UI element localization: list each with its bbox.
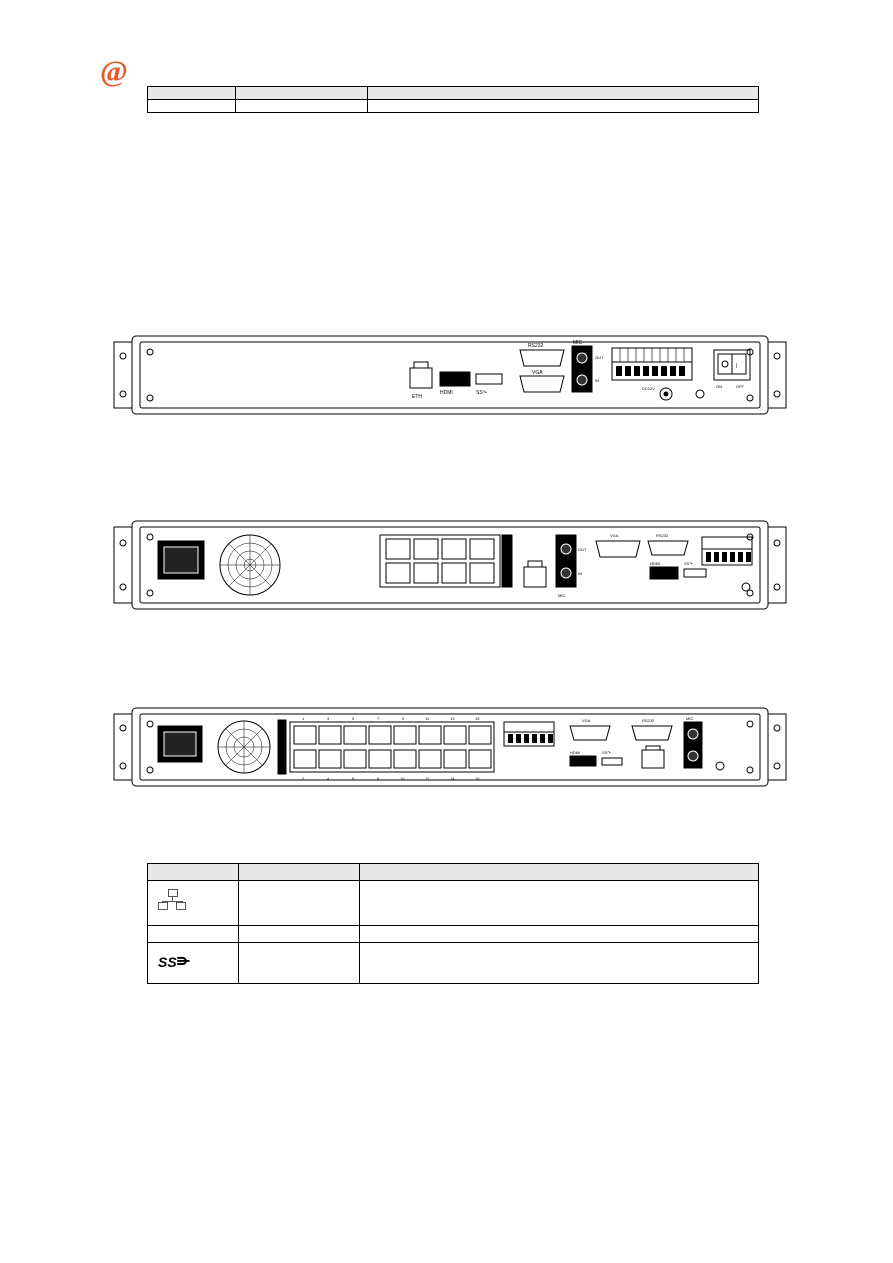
hdr-icon xyxy=(148,87,236,100)
svg-text:9: 9 xyxy=(402,716,405,721)
svg-text:VGA: VGA xyxy=(582,718,591,723)
cell-icon: SS xyxy=(148,942,239,983)
cell-name xyxy=(239,881,360,926)
table-row xyxy=(148,925,759,942)
svg-text:ETH: ETH xyxy=(412,394,422,400)
svg-text:VGA: VGA xyxy=(532,370,543,376)
svg-text:10: 10 xyxy=(400,776,405,781)
svg-text:SS↷: SS↷ xyxy=(476,390,488,396)
svg-text:|: | xyxy=(736,363,737,369)
section-heading xyxy=(100,262,104,278)
cell-desc xyxy=(360,925,759,942)
hdr-desc xyxy=(360,864,759,881)
hdr-icon xyxy=(148,864,239,881)
svg-text:15: 15 xyxy=(475,716,480,721)
svg-text:16: 16 xyxy=(475,776,480,781)
svg-text:11: 11 xyxy=(425,716,430,721)
usb3-icon: SS xyxy=(158,954,190,970)
cell-icon xyxy=(148,881,239,926)
svg-text:RS232: RS232 xyxy=(528,343,544,349)
svg-text:HDMI: HDMI xyxy=(440,390,453,396)
svg-text:HDMI: HDMI xyxy=(650,561,660,566)
svg-text:MIC: MIC xyxy=(558,593,565,598)
hdr-name xyxy=(239,864,360,881)
hdr-desc xyxy=(368,87,759,100)
cell-desc xyxy=(360,881,759,926)
brand-logo xyxy=(100,55,127,89)
svg-text:SS↷: SS↷ xyxy=(684,561,693,566)
svg-text:MIC: MIC xyxy=(686,716,693,721)
table-row xyxy=(148,100,759,113)
svg-text:7: 7 xyxy=(377,716,380,721)
svg-text:SS↷: SS↷ xyxy=(602,750,611,755)
svg-text:HDMI: HDMI xyxy=(570,750,580,755)
cell-desc xyxy=(368,100,759,113)
svg-text:RS232: RS232 xyxy=(656,533,669,538)
table-row: SS xyxy=(148,942,759,983)
svg-text:IN: IN xyxy=(595,378,599,383)
rear-panel-diagram-1: ETH HDMI SS↷ RS232 VGA MIC OUT IN xyxy=(110,332,790,421)
svg-text:12: 12 xyxy=(425,776,430,781)
svg-text:MIC: MIC xyxy=(573,340,583,346)
network-icon xyxy=(158,889,186,911)
ports-table: SS xyxy=(147,863,759,984)
svg-text:3: 3 xyxy=(327,716,330,721)
svg-text:5: 5 xyxy=(352,716,355,721)
power-port-table xyxy=(147,86,759,113)
svg-text:OUT: OUT xyxy=(578,547,587,552)
svg-text:14: 14 xyxy=(450,776,455,781)
device-svg: OUT IN MIC VGA HDMI SS↷ RS232 xyxy=(110,517,790,613)
svg-text:1: 1 xyxy=(302,716,305,721)
cell-icon xyxy=(148,100,236,113)
table-row xyxy=(148,881,759,926)
hdr-name xyxy=(236,87,368,100)
svg-text:IN: IN xyxy=(578,571,582,576)
svg-text:RS232: RS232 xyxy=(642,718,655,723)
svg-text:ON: ON xyxy=(716,384,722,389)
cell-icon xyxy=(148,925,239,942)
device-svg: 1357 9111315 2468 10121416 VGA HDMI SS↷ … xyxy=(110,704,790,790)
cell-name xyxy=(239,925,360,942)
page: ETH HDMI SS↷ RS232 VGA MIC OUT IN xyxy=(0,0,893,1263)
rear-panel-diagram-2: OUT IN MIC VGA HDMI SS↷ RS232 xyxy=(110,517,790,616)
cell-desc xyxy=(360,942,759,983)
svg-text:DC12V: DC12V xyxy=(642,386,655,391)
rear-panel-diagram-3: 1357 9111315 2468 10121416 VGA HDMI SS↷ … xyxy=(110,704,790,793)
svg-text:OFF: OFF xyxy=(736,384,745,389)
device-svg: ETH HDMI SS↷ RS232 VGA MIC OUT IN xyxy=(110,332,790,418)
svg-text:13: 13 xyxy=(450,716,455,721)
cell-name xyxy=(236,100,368,113)
cell-name xyxy=(239,942,360,983)
poe-port-block xyxy=(380,535,512,587)
svg-text:OUT: OUT xyxy=(595,355,604,360)
svg-text:VGA: VGA xyxy=(610,533,619,538)
